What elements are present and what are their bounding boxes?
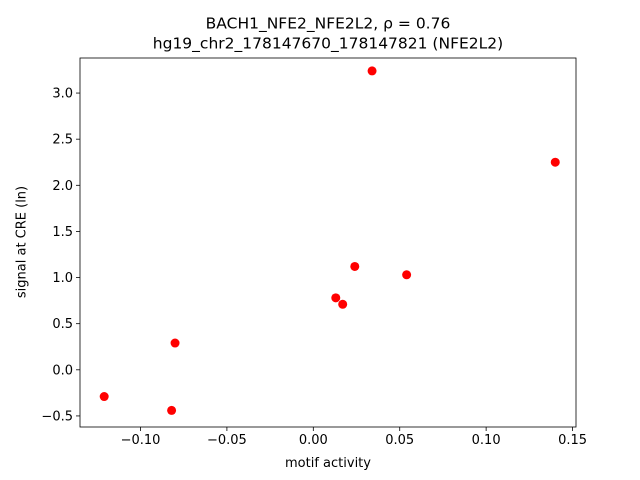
data-point bbox=[167, 405, 177, 415]
y-tick-label: 1.5 bbox=[52, 225, 73, 240]
plot-area: −0.10 −0.05 0.00 0.05 0.10 0.15 −0.5 0.0 0.5 1.0 1… bbox=[41, 57, 587, 448]
axes-frame bbox=[79, 57, 577, 428]
x-tick-label: 0.05 bbox=[385, 433, 414, 448]
x-tick-label: −0.05 bbox=[207, 433, 247, 448]
x-tick-label: 0.15 bbox=[558, 433, 587, 448]
data-point bbox=[350, 261, 360, 271]
y-tick-label: 0.0 bbox=[52, 363, 73, 378]
y-tick-label: 3.0 bbox=[52, 87, 73, 102]
y-axis-label: signal at CRE (ln) bbox=[15, 186, 30, 298]
y-tick-label: 2.5 bbox=[52, 133, 73, 148]
y-tick-label: 0.5 bbox=[52, 317, 73, 332]
data-point bbox=[170, 338, 180, 348]
x-tick-label: 0.10 bbox=[472, 433, 501, 448]
data-point bbox=[338, 299, 348, 309]
data-point bbox=[367, 66, 377, 76]
y-tick-label: −0.5 bbox=[41, 409, 73, 424]
x-tick-label: 0.00 bbox=[299, 433, 328, 448]
data-point bbox=[402, 270, 412, 280]
x-axis-label: motif activity bbox=[285, 456, 371, 471]
data-point bbox=[99, 392, 109, 402]
y-tick-label: 1.0 bbox=[52, 271, 73, 286]
data-point bbox=[550, 157, 560, 167]
y-tick-label: 2.0 bbox=[52, 179, 73, 194]
data-point bbox=[331, 293, 341, 303]
chart-title-line2: hg19_chr2_178147670_178147821 (NFE2L2) bbox=[153, 35, 503, 54]
chart-title-line1: BACH1_NFE2_NFE2L2, ρ = 0.76 bbox=[206, 15, 451, 34]
x-tick-label: −0.10 bbox=[121, 433, 161, 448]
